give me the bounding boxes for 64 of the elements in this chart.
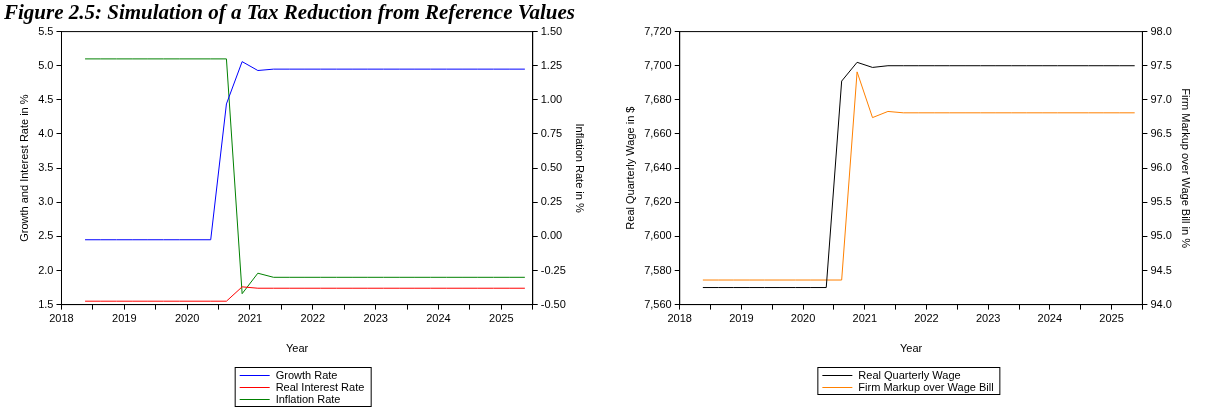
y-tick-label: 5.5	[38, 24, 54, 37]
x-tick-label: 2018	[49, 312, 74, 325]
y-axis-title: Real Quarterly Wage in $	[623, 106, 636, 230]
y-tick-label: 4.0	[38, 127, 54, 140]
y2-tick-label: 1.50	[540, 24, 563, 37]
legend-label: Real Interest Rate	[275, 381, 365, 393]
legend-label: Growth Rate	[275, 369, 338, 381]
x-axis-title: Year	[899, 342, 923, 355]
y2-tick-label: 94.0	[1150, 297, 1172, 310]
y2-axis-title: Firm Markup over Wage Bill in %	[1180, 88, 1193, 249]
y-tick-label: 5.0	[38, 58, 54, 71]
y2-tick-label: -0.50	[540, 297, 566, 310]
y-tick-label: 7,720	[644, 24, 672, 37]
x-tick-label: 2024	[1037, 312, 1063, 325]
y-axis-title: Growth and Interest Rate in %	[17, 94, 30, 242]
y-tick-label: 7,640	[644, 161, 672, 174]
y2-tick-label: 0.50	[540, 161, 563, 174]
y2-tick-label: 0.75	[540, 127, 563, 140]
y2-tick-label: 95.0	[1150, 229, 1172, 242]
x-tick-label: 2019	[112, 312, 137, 325]
y2-tick-label: 97.5	[1150, 58, 1172, 71]
y-tick-label: 7,620	[644, 195, 672, 208]
y-tick-label: 4.5	[38, 92, 54, 105]
x-tick-label: 2024	[426, 312, 451, 325]
x-tick-label: 2023	[975, 312, 1001, 325]
y2-tick-label: 1.25	[540, 58, 563, 71]
y-tick-label: 3.0	[38, 195, 54, 208]
y2-tick-label: 95.5	[1150, 195, 1172, 208]
x-axis-title: Year	[285, 342, 309, 355]
x-tick-label: 2020	[790, 312, 816, 325]
y-tick-label: 7,660	[644, 127, 672, 140]
y-tick-label: 7,560	[644, 297, 672, 310]
x-tick-label: 2025	[1099, 312, 1124, 325]
y-tick-label: 7,580	[644, 263, 672, 276]
chart-title: Figure 2.5: Simulation of a Tax Reduction from Reference Values	[4, 0, 575, 24]
y2-tick-label: -0.25	[540, 263, 566, 276]
y-tick-label: 2.5	[38, 229, 54, 242]
y-tick-label: 7,600	[644, 229, 672, 242]
y-tick-label: 7,680	[644, 92, 672, 105]
x-tick-label: 2021	[852, 312, 878, 325]
y2-tick-label: 96.0	[1150, 161, 1172, 174]
x-tick-label: 2023	[363, 312, 388, 325]
x-tick-label: 2022	[300, 312, 326, 325]
legend-label: Inflation Rate	[275, 393, 341, 405]
y-tick-label: 3.5	[38, 161, 54, 174]
x-tick-label: 2020	[174, 312, 200, 325]
x-tick-label: 2025	[489, 312, 514, 325]
y-tick-label: 2.0	[38, 263, 54, 276]
y2-tick-label: 96.5	[1150, 127, 1172, 140]
x-tick-label: 2019	[729, 312, 754, 325]
x-tick-label: 2022	[914, 312, 939, 325]
y2-tick-label: 0.25	[540, 195, 563, 208]
y2-tick-label: 94.5	[1150, 263, 1172, 276]
legend-label: Real Quarterly Wage	[858, 369, 961, 381]
legend-label: Firm Markup over Wage Bill	[858, 381, 994, 393]
y2-tick-label: 1.00	[540, 92, 563, 105]
y2-axis-title: Inflation Rate in %	[574, 123, 587, 213]
y2-tick-label: 98.0	[1150, 24, 1172, 37]
x-tick-label: 2018	[667, 312, 692, 325]
y2-tick-label: 0.00	[540, 229, 563, 242]
y-tick-label: 7,700	[644, 58, 672, 71]
y2-tick-label: 97.0	[1150, 92, 1172, 105]
x-tick-label: 2021	[237, 312, 263, 325]
y-tick-label: 1.5	[38, 297, 54, 310]
